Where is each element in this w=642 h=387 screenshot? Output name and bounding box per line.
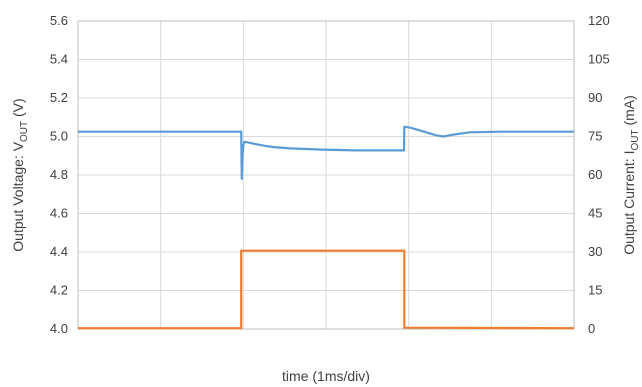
y2-tick-labels: 0 15 30 45 60 75 90 105 120 — [588, 13, 610, 336]
y-tick-label: 5.0 — [50, 129, 68, 144]
y-tick-label: 4.8 — [50, 167, 68, 182]
y2-tick-label: 15 — [588, 283, 602, 298]
grid — [78, 21, 574, 329]
y2-tick-label: 30 — [588, 244, 602, 259]
y2-tick-label: 105 — [588, 52, 610, 67]
x-axis-title: time (1ms/div) — [282, 368, 370, 384]
y-axis-title: Output Voltage: VOUT (V) — [10, 98, 30, 251]
y-tick-label: 4.0 — [50, 321, 68, 336]
y-tick-label: 5.2 — [50, 90, 68, 105]
y-tick-label: 5.4 — [50, 52, 68, 67]
y2-tick-label: 75 — [588, 129, 602, 144]
y-tick-label: 4.6 — [50, 206, 68, 221]
y2-tick-label: 90 — [588, 90, 602, 105]
y2-axis-title: Output Current: IOUT (mA) — [621, 95, 641, 255]
y-tick-label: 4.2 — [50, 283, 68, 298]
y-tick-label: 4.4 — [50, 244, 68, 259]
y2-tick-label: 0 — [588, 321, 595, 336]
y2-tick-label: 120 — [588, 13, 610, 28]
y-tick-labels: 4.0 4.2 4.4 4.6 4.8 5.0 5.2 5.4 5.6 — [50, 13, 68, 336]
y2-tick-label: 45 — [588, 206, 602, 221]
y2-tick-label: 60 — [588, 167, 602, 182]
y-tick-label: 5.6 — [50, 13, 68, 28]
